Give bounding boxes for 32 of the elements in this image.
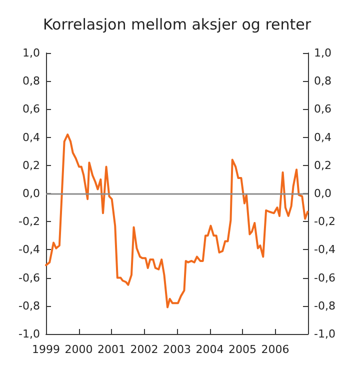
y-tick-label: -0,8 xyxy=(18,299,40,312)
x-tick-label: 2002 xyxy=(130,343,158,356)
y-tick-label: 0,4 xyxy=(22,130,40,144)
y-tick-label: -0,6 xyxy=(18,271,40,284)
line-series xyxy=(45,133,309,308)
x-tick-label: 1999 xyxy=(32,343,60,356)
y-tick-label: 0,2 xyxy=(22,158,40,172)
x-tick-label: 2004 xyxy=(196,343,224,356)
y-tick-label: -0,4 xyxy=(18,243,40,256)
y2-tick-label: -0,6 xyxy=(314,271,336,284)
y-tick-label: 0,6 xyxy=(22,102,40,116)
x-tick-label: 2003 xyxy=(163,343,191,356)
y2-tick-label: 0,2 xyxy=(314,158,332,172)
y-tick-label: 1,0 xyxy=(22,46,40,60)
y2-tick-label: 0,6 xyxy=(314,102,332,116)
y-tick-label: 0,0 xyxy=(22,187,40,200)
y-tick-label: -1,0 xyxy=(18,328,40,340)
y2-tick-label: 0,0 xyxy=(314,187,332,200)
x-tick-label: 2000 xyxy=(64,343,93,356)
y2-tick-label: 0,4 xyxy=(314,130,332,144)
y2-tick-label: 1,0 xyxy=(314,46,332,60)
y2-tick-label: -1,0 xyxy=(314,328,336,340)
x-tick-label: 2006 xyxy=(261,343,290,356)
x-tick-label: 2001 xyxy=(98,343,126,356)
y-tick-label: 0,8 xyxy=(22,74,40,88)
y-tick-label: -0,2 xyxy=(18,215,40,228)
y2-tick-label: -0,4 xyxy=(314,243,336,256)
y2-tick-label: 0,8 xyxy=(314,74,332,88)
y2-tick-label: -0,2 xyxy=(314,215,336,228)
chart-title: Korrelasjon mellom aksjer og renter xyxy=(42,16,312,34)
y2-tick-label: -0,8 xyxy=(314,299,336,312)
x-tick-label: 2005 xyxy=(228,343,256,356)
